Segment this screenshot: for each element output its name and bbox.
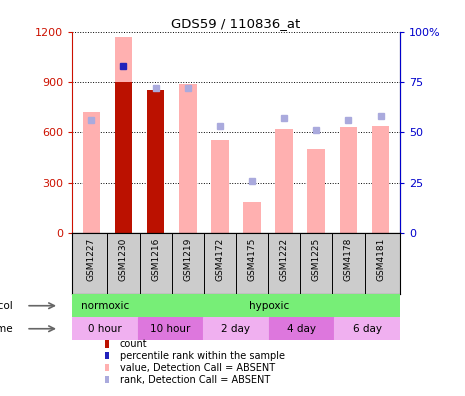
- Text: 10 hour: 10 hour: [150, 324, 191, 334]
- Text: 6 day: 6 day: [352, 324, 382, 334]
- Text: GSM4172: GSM4172: [215, 238, 225, 281]
- Bar: [105, 352, 109, 360]
- Text: GSM1219: GSM1219: [183, 238, 193, 281]
- Bar: [82, 112, 100, 233]
- Text: 0 hour: 0 hour: [88, 324, 122, 334]
- Bar: [307, 149, 325, 233]
- Bar: [72, 294, 138, 317]
- Bar: [105, 340, 109, 348]
- Text: hypoxic: hypoxic: [249, 301, 289, 311]
- Bar: [72, 317, 138, 340]
- Bar: [211, 140, 229, 233]
- Text: GSM4175: GSM4175: [247, 238, 257, 281]
- Text: 2 day: 2 day: [221, 324, 251, 334]
- Bar: [334, 317, 400, 340]
- Bar: [138, 317, 203, 340]
- Text: normoxic: normoxic: [81, 301, 129, 311]
- Text: percentile rank within the sample: percentile rank within the sample: [120, 351, 285, 361]
- Bar: [138, 294, 400, 317]
- Text: GSM1216: GSM1216: [151, 238, 160, 281]
- Text: GSM1225: GSM1225: [312, 238, 321, 281]
- Bar: [105, 364, 109, 371]
- Text: count: count: [120, 339, 147, 349]
- Bar: [339, 126, 357, 233]
- Text: GSM4181: GSM4181: [376, 238, 385, 281]
- Bar: [269, 317, 334, 340]
- Bar: [105, 376, 109, 383]
- Text: GSM4178: GSM4178: [344, 238, 353, 281]
- Text: protocol: protocol: [0, 301, 13, 311]
- Title: GDS59 / 110836_at: GDS59 / 110836_at: [172, 17, 300, 30]
- Text: GSM1227: GSM1227: [87, 238, 96, 281]
- Text: rank, Detection Call = ABSENT: rank, Detection Call = ABSENT: [120, 375, 270, 385]
- Text: GSM1222: GSM1222: [279, 238, 289, 281]
- Bar: [115, 37, 133, 233]
- Bar: [115, 82, 133, 233]
- Bar: [372, 126, 390, 233]
- Bar: [243, 202, 261, 233]
- Bar: [147, 89, 165, 233]
- Bar: [275, 129, 293, 233]
- Text: value, Detection Call = ABSENT: value, Detection Call = ABSENT: [120, 363, 275, 373]
- Text: GSM1230: GSM1230: [119, 238, 128, 281]
- Bar: [179, 84, 197, 233]
- Text: time: time: [0, 324, 13, 334]
- Text: 4 day: 4 day: [287, 324, 316, 334]
- Bar: [203, 317, 269, 340]
- Bar: [147, 89, 165, 233]
